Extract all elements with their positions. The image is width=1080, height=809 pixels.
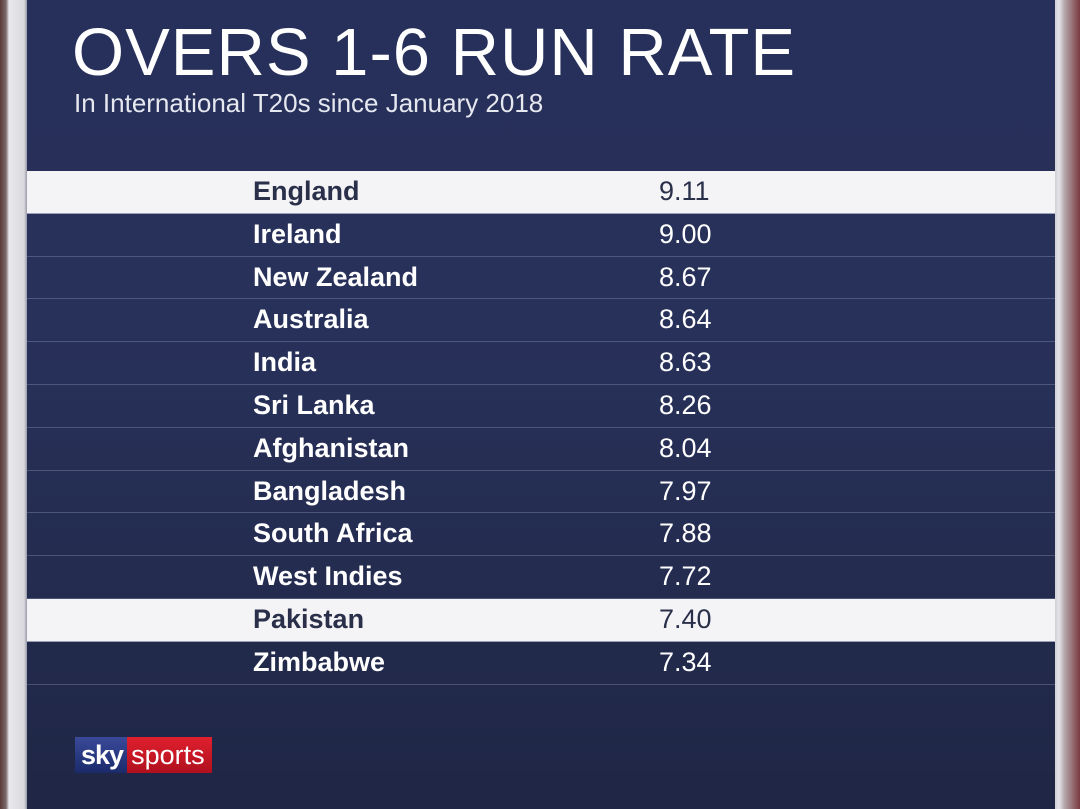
table-row: England 9.11 bbox=[27, 171, 1055, 214]
run-rate-value: 8.67 bbox=[659, 261, 712, 292]
team-name: Afghanistan bbox=[253, 432, 410, 463]
table-row: West Indies 7.72 bbox=[27, 556, 1055, 599]
team-name: Pakistan bbox=[253, 603, 365, 634]
team-name: Sri Lanka bbox=[253, 389, 375, 420]
table-row: Sri Lanka 8.26 bbox=[27, 385, 1055, 428]
table-row: Afghanistan 8.04 bbox=[27, 428, 1055, 471]
table-row: Australia 8.64 bbox=[27, 299, 1055, 343]
team-name: South Africa bbox=[253, 518, 413, 549]
team-name: Ireland bbox=[253, 218, 342, 249]
sky-sports-logo: sky sports bbox=[75, 737, 212, 773]
team-name: Australia bbox=[253, 304, 369, 335]
run-rate-value: 9.00 bbox=[659, 218, 712, 249]
run-rate-value: 7.34 bbox=[659, 646, 712, 677]
table-row: Zimbabwe 7.34 bbox=[27, 642, 1055, 685]
run-rate-table: England 9.11 Ireland 9.00 New Zealand 8.67 Aus… bbox=[27, 171, 1055, 685]
background-edge-right bbox=[1055, 0, 1080, 809]
run-rate-value: 7.72 bbox=[659, 561, 712, 592]
team-name: Bangladesh bbox=[253, 475, 407, 506]
table-row: Bangladesh 7.97 bbox=[27, 471, 1055, 514]
logo-sky: sky bbox=[75, 737, 128, 773]
table-row: Pakistan 7.40 bbox=[27, 598, 1055, 642]
logo-sports: sports bbox=[127, 737, 212, 773]
team-name: West Indies bbox=[253, 561, 403, 592]
run-rate-value: 7.97 bbox=[659, 475, 712, 506]
run-rate-value: 8.64 bbox=[659, 304, 712, 335]
run-rate-value: 8.26 bbox=[659, 389, 712, 420]
run-rate-value: 8.04 bbox=[659, 432, 712, 463]
run-rate-value: 7.88 bbox=[659, 518, 712, 549]
run-rate-value: 8.63 bbox=[659, 347, 712, 378]
team-name: England bbox=[253, 176, 360, 206]
page-title: OVERS 1-6 RUN RATE bbox=[72, 15, 797, 90]
graphic-panel bbox=[27, 0, 1055, 809]
team-name: Zimbabwe bbox=[253, 646, 386, 677]
table-row: New Zealand 8.67 bbox=[27, 257, 1055, 300]
run-rate-value: 7.40 bbox=[659, 603, 712, 634]
background-edge-left bbox=[0, 0, 27, 809]
page-subtitle: In International T20s since January 2018 bbox=[74, 88, 544, 118]
run-rate-value: 9.11 bbox=[659, 176, 710, 206]
team-name: New Zealand bbox=[253, 261, 419, 292]
team-name: India bbox=[253, 347, 317, 378]
table-row: Ireland 9.00 bbox=[27, 214, 1055, 257]
table-row: India 8.63 bbox=[27, 342, 1055, 385]
table-row: South Africa 7.88 bbox=[27, 513, 1055, 557]
